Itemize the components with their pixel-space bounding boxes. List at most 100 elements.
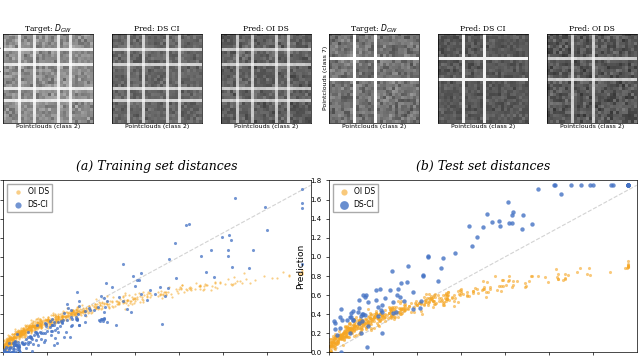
OI DS	[0, 349, 10, 355]
OI DS	[442, 297, 452, 302]
OI DS	[41, 317, 51, 323]
OI DS	[387, 306, 397, 312]
OI DS	[71, 307, 81, 313]
OI DS	[355, 315, 365, 321]
OI DS	[353, 318, 364, 324]
OI DS	[0, 349, 10, 354]
OI DS	[620, 266, 630, 271]
OI DS	[21, 332, 31, 338]
OI DS	[135, 299, 145, 305]
OI DS	[54, 314, 65, 320]
DS-CI	[243, 265, 253, 271]
OI DS	[8, 335, 19, 340]
OI DS	[428, 298, 438, 304]
DS-CI	[3, 350, 13, 355]
OI DS	[144, 290, 154, 296]
OI DS	[102, 298, 112, 304]
OI DS	[54, 316, 64, 321]
OI DS	[334, 335, 344, 340]
DS-CI	[53, 319, 63, 325]
DS-CI	[3, 345, 13, 351]
OI DS	[377, 312, 387, 318]
OI DS	[428, 294, 438, 300]
OI DS	[557, 277, 568, 283]
OI DS	[16, 331, 26, 337]
OI DS	[389, 316, 399, 322]
OI DS	[31, 322, 41, 328]
DS-CI	[13, 344, 23, 350]
OI DS	[2, 342, 12, 347]
DS-CI	[24, 333, 35, 339]
OI DS	[369, 312, 379, 317]
OI DS	[415, 299, 426, 305]
OI DS	[44, 314, 54, 320]
OI DS	[352, 323, 362, 329]
OI DS	[47, 319, 58, 324]
OI DS	[10, 335, 20, 340]
DS-CI	[550, 182, 560, 188]
OI DS	[31, 324, 42, 330]
OI DS	[552, 274, 563, 280]
OI DS	[20, 328, 31, 333]
OI DS	[91, 303, 101, 309]
DS-CI	[29, 329, 40, 335]
OI DS	[26, 327, 36, 333]
OI DS	[553, 277, 563, 282]
OI DS	[17, 328, 27, 334]
OI DS	[443, 290, 453, 295]
OI DS	[15, 331, 25, 337]
OI DS	[30, 324, 40, 330]
Y-axis label: Pointclouds (class 7): Pointclouds (class 7)	[323, 46, 328, 110]
OI DS	[20, 322, 30, 328]
OI DS	[176, 285, 186, 290]
OI DS	[399, 306, 410, 312]
X-axis label: Pointclouds (class 2): Pointclouds (class 2)	[342, 124, 406, 129]
OI DS	[56, 317, 66, 323]
OI DS	[63, 310, 74, 316]
OI DS	[125, 298, 136, 304]
DS-CI	[157, 321, 167, 326]
DS-CI	[348, 318, 358, 323]
OI DS	[337, 331, 347, 337]
OI DS	[123, 302, 133, 308]
OI DS	[35, 324, 45, 329]
OI DS	[24, 324, 35, 330]
OI DS	[69, 311, 79, 317]
OI DS	[386, 315, 396, 321]
OI DS	[52, 314, 63, 320]
DS-CI	[74, 303, 84, 309]
OI DS	[375, 318, 385, 324]
OI DS	[367, 318, 377, 323]
DS-CI	[132, 277, 143, 283]
OI DS	[560, 275, 570, 281]
OI DS	[68, 308, 79, 314]
OI DS	[179, 289, 189, 295]
OI DS	[422, 295, 432, 301]
DS-CI	[588, 182, 598, 188]
DS-CI	[52, 325, 62, 331]
OI DS	[399, 308, 409, 313]
OI DS	[2, 340, 12, 345]
OI DS	[70, 307, 81, 313]
DS-CI	[376, 307, 387, 313]
OI DS	[11, 335, 21, 340]
DS-CI	[31, 337, 42, 342]
OI DS	[370, 313, 380, 319]
OI DS	[62, 313, 72, 318]
OI DS	[68, 309, 79, 314]
OI DS	[24, 324, 35, 330]
OI DS	[29, 326, 40, 331]
OI DS	[342, 323, 352, 329]
OI DS	[73, 304, 83, 310]
OI DS	[0, 344, 8, 350]
DS-CI	[508, 209, 518, 215]
OI DS	[344, 328, 354, 334]
OI DS	[521, 283, 531, 289]
OI DS	[453, 288, 463, 294]
OI DS	[129, 295, 139, 300]
OI DS	[77, 302, 88, 308]
OI DS	[90, 301, 100, 307]
OI DS	[33, 317, 44, 323]
OI DS	[366, 321, 376, 327]
DS-CI	[503, 199, 513, 205]
